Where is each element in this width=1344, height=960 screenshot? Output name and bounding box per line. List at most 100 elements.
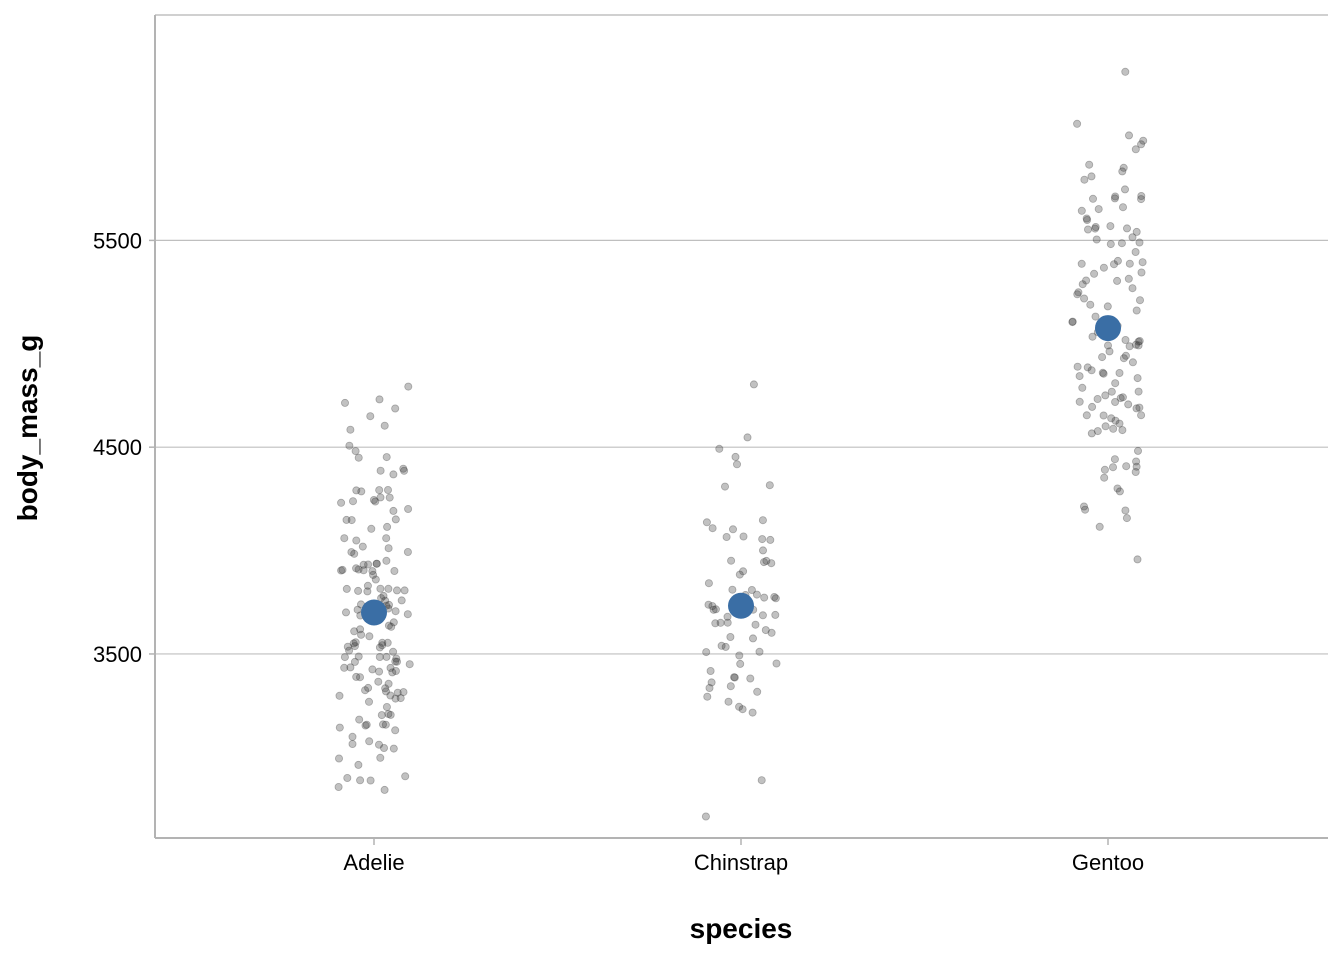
data-point-adelie (372, 559, 381, 568)
data-point-gentoo (1099, 369, 1108, 378)
data-point-gentoo (1085, 160, 1094, 169)
data-point-gentoo (1119, 354, 1128, 363)
data-point-chinstrap (757, 776, 766, 785)
data-point-adelie (399, 464, 408, 473)
data-point-chinstrap (751, 620, 760, 629)
data-point-adelie (355, 715, 364, 724)
data-point-adelie (341, 608, 350, 617)
data-point-adelie (359, 560, 368, 569)
data-point-chinstrap (726, 682, 735, 691)
data-point-gentoo (1121, 335, 1130, 344)
data-point-gentoo (1105, 347, 1114, 356)
data-point-adelie (391, 667, 400, 676)
data-point-gentoo (1106, 222, 1115, 231)
data-point-chinstrap (730, 673, 739, 682)
mean-marker-adelie (361, 599, 387, 626)
data-point-adelie (346, 425, 355, 434)
data-point-adelie (345, 646, 354, 655)
data-point-gentoo (1135, 336, 1144, 345)
data-point-chinstrap (709, 605, 718, 614)
data-point-adelie (387, 622, 396, 631)
mean-marker-gentoo (1095, 315, 1121, 342)
x-tick-label: Adelie (343, 850, 404, 875)
data-point-gentoo (1111, 416, 1120, 425)
y-tick-label: 5500 (93, 228, 142, 253)
data-point-chinstrap (728, 585, 737, 594)
data-point-chinstrap (729, 525, 738, 534)
data-point-adelie (384, 679, 393, 688)
data-point-gentoo (1134, 387, 1143, 396)
data-point-chinstrap (758, 611, 767, 620)
data-point-chinstrap (735, 570, 744, 579)
data-point-gentoo (1101, 422, 1110, 431)
data-point-chinstrap (708, 602, 717, 611)
data-point-chinstrap (736, 659, 745, 668)
data-point-chinstrap (760, 558, 769, 567)
data-point-gentoo (1106, 240, 1115, 249)
data-point-gentoo (1087, 172, 1096, 181)
data-point-adelie (355, 673, 364, 682)
data-point-chinstrap (701, 812, 710, 821)
mean-markers (361, 315, 1121, 626)
data-point-adelie (340, 534, 349, 543)
data-point-adelie (391, 657, 400, 666)
data-point-gentoo (1128, 358, 1137, 367)
data-point-adelie (386, 663, 395, 672)
data-point-gentoo (1080, 502, 1089, 511)
data-point-adelie (369, 495, 378, 504)
data-point-gentoo (1093, 394, 1102, 403)
data-point-adelie (391, 515, 400, 524)
data-point-adelie (399, 688, 408, 697)
data-point-adelie (376, 493, 385, 502)
data-point-chinstrap (722, 533, 731, 542)
data-point-gentoo (1134, 446, 1143, 455)
data-point-adelie (358, 542, 367, 551)
data-point-adelie (369, 570, 378, 579)
data-point-adelie (392, 657, 401, 666)
data-point-adelie (353, 605, 362, 614)
data-point-gentoo (1128, 284, 1137, 293)
data-point-gentoo (1133, 555, 1142, 564)
data-point-chinstrap (702, 518, 711, 527)
data-point-chinstrap (738, 705, 747, 714)
data-point-adelie (378, 720, 387, 729)
data-point-adelie (388, 668, 397, 677)
data-point-adelie (383, 485, 392, 494)
data-point-adelie (354, 652, 363, 661)
data-point-adelie (381, 687, 390, 696)
data-point-adelie (404, 382, 413, 391)
data-point-chinstrap (731, 452, 740, 461)
y-tick-label: 3500 (93, 642, 142, 667)
data-point-gentoo (1115, 487, 1124, 496)
data-point-chinstrap (771, 594, 780, 603)
data-point-adelie (378, 641, 387, 650)
data-point-gentoo (1093, 427, 1102, 436)
data-point-chinstrap (739, 532, 748, 541)
data-point-adelie (340, 398, 349, 407)
data-point-gentoo (1117, 239, 1126, 248)
data-point-adelie (354, 453, 363, 462)
data-point-adelie (354, 586, 363, 595)
data-point-adelie (371, 575, 380, 584)
data-point-chinstrap (762, 556, 771, 565)
data-point-adelie (400, 466, 409, 475)
data-point-adelie (372, 559, 381, 568)
data-point-adelie (379, 591, 388, 600)
data-point-adelie (392, 654, 401, 663)
data-point-chinstrap (727, 556, 736, 565)
data-point-gentoo (1119, 203, 1128, 212)
data-point-adelie (337, 566, 346, 575)
data-point-gentoo (1134, 337, 1143, 346)
data-point-gentoo (1115, 419, 1124, 428)
data-point-gentoo (1121, 506, 1130, 515)
data-point-adelie (346, 663, 355, 672)
data-point-gentoo (1124, 400, 1133, 409)
data-point-adelie (386, 710, 395, 719)
data-point-adelie (334, 754, 343, 763)
data-point-adelie (350, 627, 359, 636)
data-point-gentoo (1137, 191, 1146, 200)
data-point-adelie (352, 672, 361, 681)
data-point-gentoo (1125, 131, 1134, 140)
data-point-adelie (392, 586, 401, 595)
data-point-chinstrap (711, 605, 720, 614)
